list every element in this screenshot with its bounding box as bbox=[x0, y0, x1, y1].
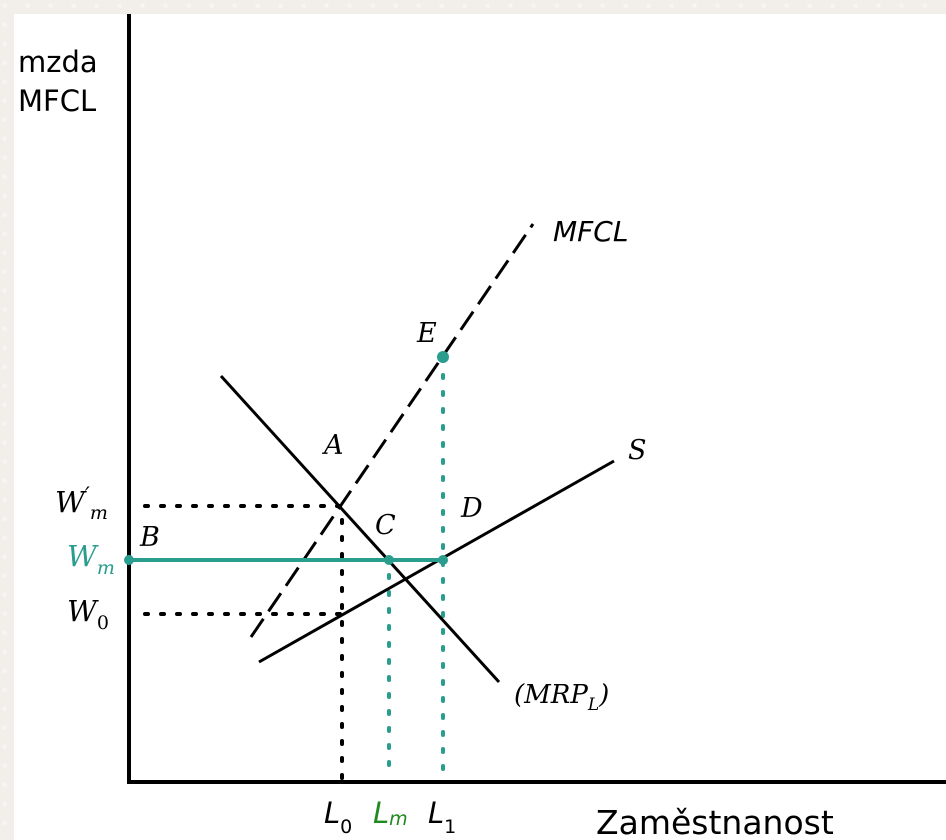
mfcl-label: MFCL bbox=[553, 215, 628, 248]
wm-sub: m bbox=[97, 557, 115, 579]
mrp-curve bbox=[219, 374, 501, 684]
x-axis-label: Zaměstnanost bbox=[596, 803, 834, 840]
point-b-label: B bbox=[139, 522, 160, 553]
w0-sub: 0 bbox=[97, 612, 109, 634]
lm-label: Lm bbox=[373, 796, 408, 830]
wm-prime-main: W bbox=[55, 485, 87, 519]
wm-prime-sup: ′ bbox=[85, 484, 90, 509]
wm-label: Wm bbox=[67, 539, 115, 579]
supply-label: S bbox=[628, 435, 647, 466]
mrp-label: (MRPL) bbox=[514, 680, 609, 715]
l0-main: L bbox=[324, 796, 340, 830]
point-e-marker bbox=[437, 351, 449, 363]
mrp-label-main: MRP bbox=[523, 680, 588, 710]
lm-sub: m bbox=[389, 808, 408, 830]
y-axis-label-line2: MFCL bbox=[18, 84, 96, 118]
l1-main: L bbox=[428, 796, 444, 830]
l0-sub: 0 bbox=[340, 816, 352, 838]
w0-label: W0 bbox=[67, 594, 109, 634]
w0-main: W bbox=[67, 594, 99, 628]
y-axis-label-line1: mzda bbox=[18, 45, 98, 79]
point-d-label: D bbox=[460, 493, 483, 524]
l1-sub: 1 bbox=[444, 816, 456, 838]
wm-main: W bbox=[67, 539, 99, 573]
mrp-label-open: ( bbox=[514, 680, 525, 710]
point-c-label: C bbox=[375, 510, 396, 541]
mrp-label-sub: L bbox=[587, 695, 599, 715]
point-e-label: E bbox=[416, 318, 437, 349]
l1-label: L1 bbox=[428, 796, 456, 838]
diagram-panel bbox=[14, 14, 946, 840]
point-d-marker bbox=[438, 555, 448, 565]
lm-main: L bbox=[373, 796, 389, 830]
wm-prime-sub: m bbox=[90, 502, 108, 524]
mfcl-curve bbox=[249, 223, 535, 638]
point-a-label: A bbox=[321, 430, 344, 461]
l0-label: L0 bbox=[324, 796, 352, 838]
wm-prime-label: W′m bbox=[55, 484, 108, 524]
mrp-label-close: ) bbox=[598, 680, 609, 710]
point-b-marker bbox=[124, 555, 134, 565]
point-c-marker bbox=[384, 555, 394, 565]
